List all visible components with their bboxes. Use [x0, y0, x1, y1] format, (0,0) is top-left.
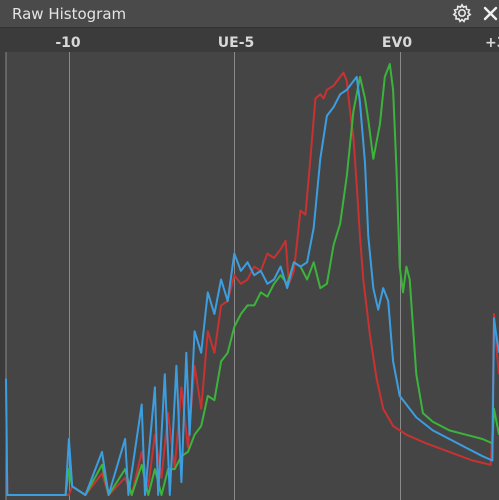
exposure-axis-labels: -10 UE-5 EV0 +3 — [0, 28, 499, 52]
blue-channel-line — [5, 75, 499, 496]
tick-label-minus-10: -10 — [55, 35, 81, 51]
tick-label-ev0: EV0 — [381, 35, 413, 51]
gear-icon[interactable] — [452, 3, 472, 23]
panel-title: Raw Histogram — [12, 5, 127, 23]
plot-background — [6, 52, 499, 500]
tick-label-plus-3: +3 — [485, 35, 499, 51]
panel-titlebar[interactable]: Raw Histogram — [0, 0, 499, 28]
red-channel-line — [5, 71, 499, 496]
tick-label-ue-5: UE-5 — [217, 35, 255, 51]
close-icon[interactable] — [482, 3, 499, 23]
histogram-plot[interactable] — [0, 52, 499, 500]
histogram-canvas — [5, 52, 499, 500]
